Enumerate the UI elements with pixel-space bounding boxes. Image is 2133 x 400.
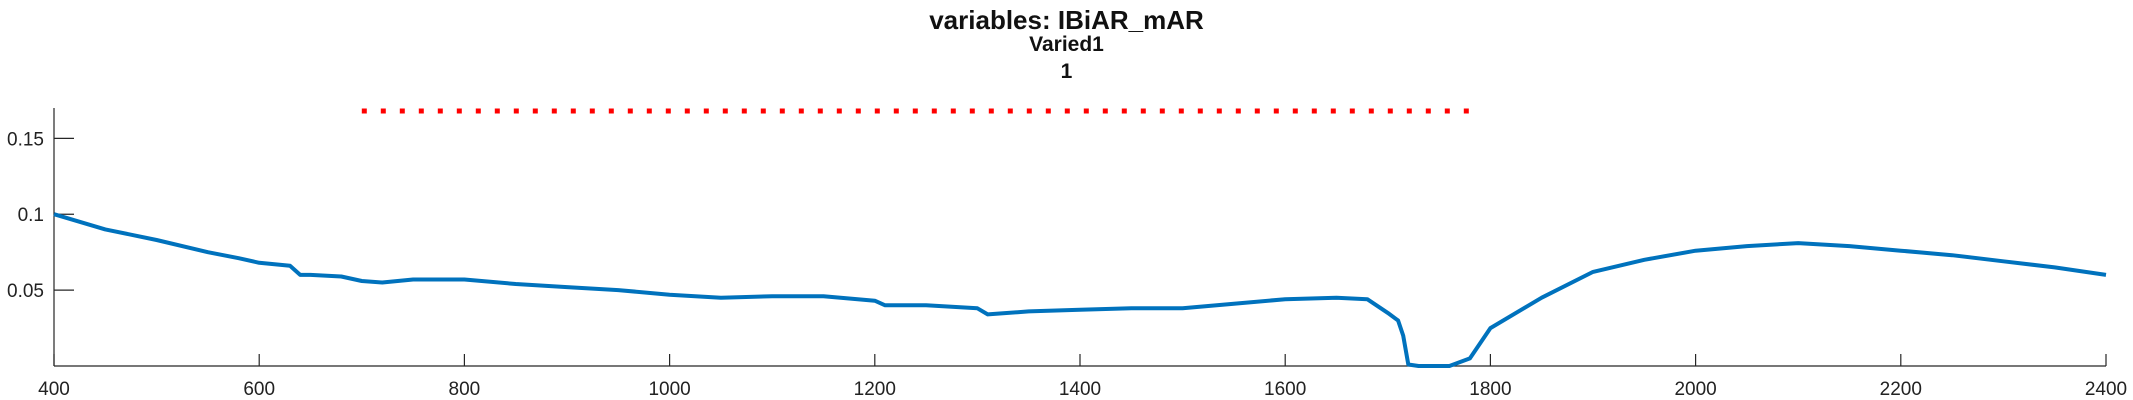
- x-tick-label: 800: [449, 379, 481, 400]
- chart-title: variables: IBiAR_mAR: [929, 5, 1204, 35]
- series-layer: [53, 108, 2107, 368]
- data-series-line: [53, 212, 2107, 368]
- x-tick-label: 2400: [2085, 379, 2127, 400]
- chart-subtitle: Varied1: [1029, 33, 1104, 56]
- y-tick-label: 0.15: [7, 129, 44, 150]
- x-tick-label: 2000: [1674, 379, 1716, 400]
- x-tick-label: 600: [243, 379, 275, 400]
- x-tick-label: 1000: [648, 379, 690, 400]
- ticks: 400 600 800 1000 1200 1400 1600 1800 2000 2200 240…: [7, 129, 2127, 400]
- x-tick-label: 1200: [854, 379, 896, 400]
- y-tick-label: 0.05: [7, 281, 44, 302]
- x-tick-label: 1600: [1264, 379, 1306, 400]
- axes: [53, 108, 2106, 367]
- y-tick-label: 0.1: [18, 205, 44, 226]
- x-tick-label: 400: [38, 379, 70, 400]
- x-tick-label: 1400: [1059, 379, 1101, 400]
- x-tick-label: 1800: [1469, 379, 1511, 400]
- x-tick-label: 2200: [1880, 379, 1922, 400]
- chart-subtitle-number: 1: [1060, 60, 1073, 83]
